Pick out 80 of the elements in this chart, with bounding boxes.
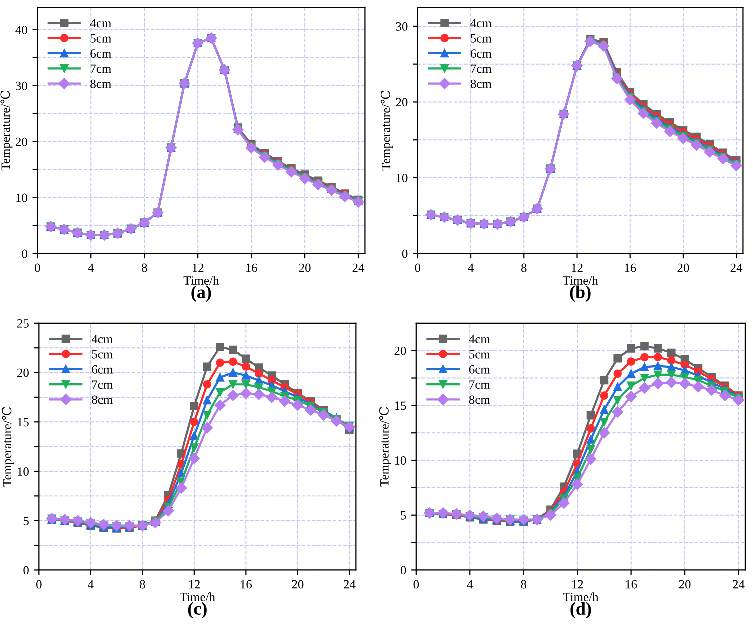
y-tick-label: 20 [16, 138, 28, 146]
x-tick-label: 24 [352, 264, 365, 272]
x-tick-label: 4 [88, 264, 94, 272]
y-tick-label: 30 [396, 22, 408, 31]
y-tick-label: 0 [24, 566, 29, 575]
y-axis-title: Temperature/℃ [0, 91, 13, 171]
y-tick-label: 20 [394, 346, 406, 356]
y-tick-label: 10 [18, 468, 29, 476]
legend-label: 7cm [471, 64, 492, 74]
y-tick-label: 10 [395, 456, 406, 465]
y-tick-label: 0 [402, 250, 408, 258]
x-tick-label: 12 [572, 580, 584, 589]
x-tick-label: 0 [414, 580, 420, 589]
y-tick-label: 30 [16, 82, 28, 90]
x-tick-label: 16 [625, 264, 636, 272]
x-tick-label: 4 [88, 580, 94, 589]
legend-label: 4cm [90, 19, 112, 28]
x-tick-label: 16 [626, 580, 638, 589]
y-tick-label: 5 [24, 517, 29, 526]
legend-label: 8cm [90, 80, 112, 88]
y-tick-label: 25 [17, 319, 29, 328]
x-axis-title: Time/h [184, 276, 220, 285]
x-tick-label: 20 [292, 580, 304, 589]
legend-label: 5cm [90, 34, 112, 43]
legend-label: 4cm [470, 19, 492, 28]
x-tick-label: 16 [246, 264, 258, 272]
y-tick-label: 10 [16, 194, 28, 202]
legend-label: 8cm [469, 396, 490, 404]
y-tick-label: 15 [395, 402, 406, 410]
text: (d) [570, 602, 592, 619]
x-tick-label: 0 [415, 264, 421, 272]
text: (b) [570, 286, 591, 302]
x-tick-label: 8 [521, 580, 527, 589]
legend-label: 6cm [90, 50, 112, 58]
y-tick-label: 0 [22, 250, 28, 258]
x-tick-label: 24 [344, 580, 356, 589]
legend-label: 5cm [471, 34, 492, 43]
y-axis-title: Temperature/℃ [379, 407, 392, 487]
legend-label: 7cm [470, 380, 490, 390]
legend-label: 4cm [92, 335, 113, 344]
legend-label: 8cm [470, 80, 492, 88]
x-tick-label: 24 [733, 580, 745, 589]
legend-label: 7cm [92, 380, 113, 390]
legend-label: 8cm [92, 396, 113, 404]
x-tick-label: 12 [189, 580, 200, 589]
x-tick-label: 4 [467, 580, 474, 589]
x-axis-title: Time/h [180, 592, 216, 602]
y-tick-label: 40 [16, 26, 28, 34]
x-tick-label: 20 [299, 264, 311, 272]
x-tick-label: 0 [35, 264, 40, 272]
x-axis-title: Time/h [562, 276, 598, 285]
x-tick-label: 12 [572, 264, 583, 272]
x-tick-label: 8 [521, 264, 527, 272]
y-axis-title: Temperature/℃ [380, 91, 393, 171]
x-tick-label: 0 [36, 580, 42, 589]
legend-label: 5cm [92, 350, 113, 359]
x-axis-title: Time/h [563, 592, 599, 602]
legend-label: 7cm [90, 64, 112, 74]
y-tick-label: 15 [18, 418, 29, 427]
y-tick-label: 0 [400, 566, 406, 575]
x-tick-label: 20 [679, 580, 691, 589]
x-tick-label: 12 [192, 264, 204, 272]
x-tick-label: 24 [730, 264, 743, 272]
text: (a) [192, 286, 212, 302]
legend-label: 5cm [470, 350, 490, 359]
x-tick-label: 4 [468, 264, 474, 272]
x-tick-label: 16 [241, 580, 252, 589]
y-tick-label: 20 [17, 368, 29, 378]
text: (c) [188, 602, 207, 619]
y-tick-label: 20 [396, 98, 408, 107]
legend-label: 4cm [469, 335, 490, 344]
y-tick-label: 5 [401, 512, 406, 520]
y-axis-title: Temperature/℃ [2, 407, 14, 487]
legend-label: 6cm [92, 365, 113, 374]
y-tick-label: 10 [396, 174, 408, 182]
x-tick-label: 8 [140, 580, 146, 589]
legend-label: 6cm [469, 365, 490, 374]
x-tick-label: 8 [142, 264, 148, 272]
legend-label: 6cm [470, 50, 492, 58]
x-tick-label: 20 [678, 264, 690, 272]
